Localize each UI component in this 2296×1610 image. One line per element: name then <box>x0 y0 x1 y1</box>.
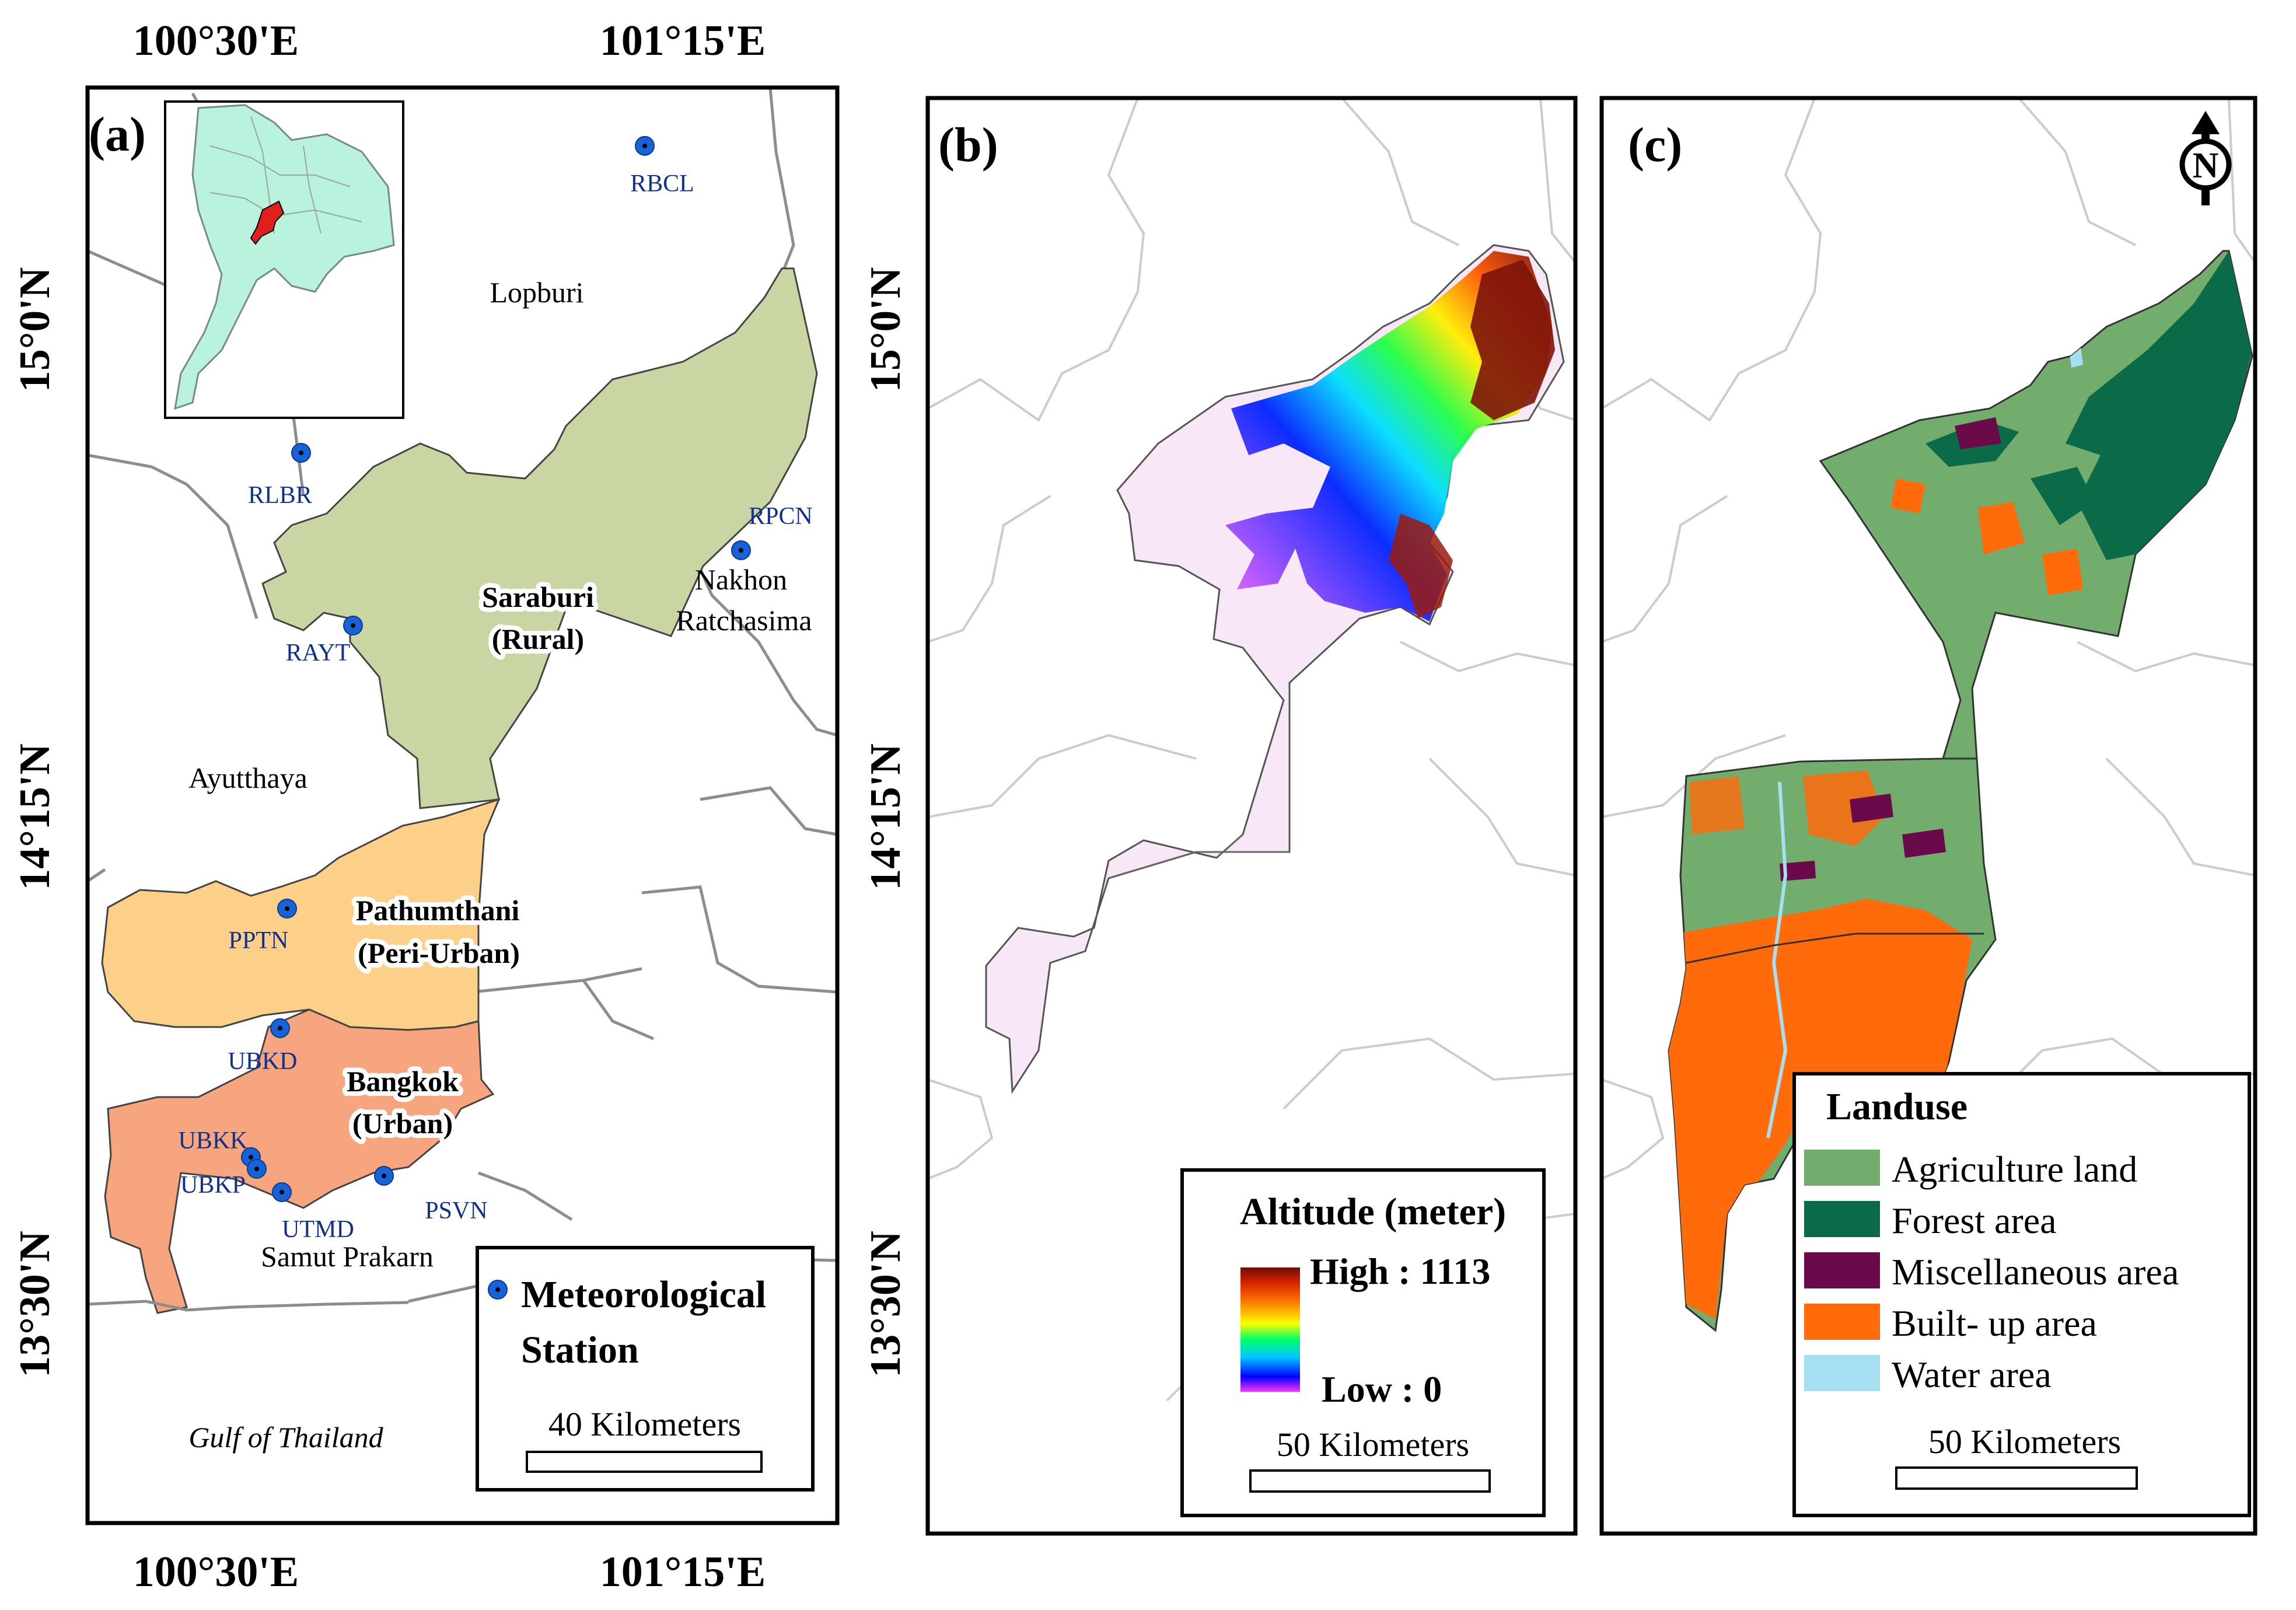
altitude-high-label: High : 1113 <box>1310 1251 1490 1292</box>
station-label-rlbr: RLBR <box>248 482 312 509</box>
panel-a-label: (a) <box>89 107 146 162</box>
landuse-legend-title: Landuse <box>1826 1085 1967 1128</box>
station-label-ubkd: UBKD <box>228 1048 297 1075</box>
station-label-rpcn: RPCN <box>749 503 813 530</box>
station-marker-dot <box>351 623 355 628</box>
legend-station-line2: Station <box>521 1329 639 1371</box>
lat-label-mid-3: 13°30'N <box>862 1231 910 1378</box>
lon-label-bottom-2: 101°15'E <box>600 1548 766 1596</box>
lon-label-top-2: 101°15'E <box>600 17 766 65</box>
landuse-misc-patches <box>1955 417 2001 449</box>
landuse-label-1: Forest area <box>1892 1200 2057 1241</box>
legend-altitude: Altitude (meter) High : 1113 Low : 0 50 … <box>1180 1168 1546 1517</box>
station-marker-dot <box>739 548 743 553</box>
lon-label-bottom-1: 100°30'E <box>133 1548 299 1596</box>
station-marker-dot <box>249 1155 253 1160</box>
legend-landuse: Landuse Agriculture land Forest area Misce… <box>1792 1072 2251 1517</box>
station-label-utmd: UTMD <box>282 1216 354 1243</box>
north-arrow-icon: N <box>2179 111 2232 205</box>
label-bangkok: Bangkok <box>347 1065 459 1098</box>
landuse-builtup-patches <box>1669 899 1972 1319</box>
panel-c-label: (c) <box>1628 118 1682 172</box>
landuse-forest-patches <box>2066 251 2252 560</box>
legend-meteorological-station: Meteorological Station 40 Kilometers <box>476 1246 815 1492</box>
inset-thailand <box>174 104 395 410</box>
scale-c-label: 50 Kilometers <box>1928 1423 2121 1461</box>
north-arrow-letter: N <box>2193 146 2219 186</box>
station-label-pptn: PPTN <box>229 927 289 954</box>
label-nakhon: Nakhon <box>695 563 787 596</box>
station-label-psvn: PSVN <box>425 1197 487 1224</box>
landuse-swatch-3 <box>1804 1304 1880 1340</box>
station-label-ubkp: UBKP <box>180 1172 246 1199</box>
landuse-label-2: Miscellaneous area <box>1892 1251 2179 1293</box>
inset-map <box>164 100 404 419</box>
lat-label-left-3: 13°30'N <box>11 1231 59 1378</box>
altitude-low-label: Low : 0 <box>1322 1368 1442 1410</box>
altitude-legend-title: Altitude (meter) <box>1240 1190 1506 1233</box>
altitude-high-terrain <box>1225 251 1552 621</box>
landuse-legend-items: Agriculture land Forest area Miscellaneous… <box>1804 1148 2179 1395</box>
landuse-swatch-2 <box>1804 1252 1880 1288</box>
label-samut-prakarn: Samut Prakarn <box>261 1240 434 1273</box>
label-saraburi: Saraburi <box>482 581 594 613</box>
lat-label-left-1: 15°0'N <box>11 267 59 393</box>
panel-b-label: (b) <box>938 118 998 172</box>
station-marker-dot <box>642 144 647 148</box>
station-marker-dot <box>382 1174 386 1178</box>
landuse-label-0: Agriculture land <box>1892 1148 2137 1190</box>
panel-a: 100°30'E 101°15'E 100°30'E 101°15'E 15°0… <box>11 17 840 1596</box>
label-ayutthaya: Ayutthaya <box>188 762 307 794</box>
station-label-rayt: RAYT <box>286 640 350 666</box>
altitude-color-ramp <box>1240 1267 1300 1392</box>
pathumthani-area <box>101 798 501 1031</box>
landuse-swatch-4 <box>1804 1355 1880 1391</box>
station-marker-dot <box>254 1167 259 1171</box>
label-ratchasima: Ratchasima <box>676 604 812 637</box>
scale-a-label: 40 Kilometers <box>548 1405 741 1443</box>
lat-label-mid-1: 15°0'N <box>862 267 910 393</box>
scale-bar-c <box>1895 1466 2138 1490</box>
station-label-rbcl: RBCL <box>630 170 694 197</box>
landuse-label-3: Built- up area <box>1892 1302 2097 1344</box>
panel-b: 15°0'N 14°15'N 13°30'N (b) Altitude (met… <box>862 96 1578 1536</box>
station-marker-dot <box>299 450 303 455</box>
landuse-label-4: Water area <box>1892 1354 2052 1395</box>
altitude-lowland-divider <box>1108 833 1289 879</box>
label-pathumthani-type: (Peri-Urban) <box>358 937 520 969</box>
station-marker-dot <box>279 1190 284 1195</box>
landuse-swatch-1 <box>1804 1201 1880 1237</box>
label-pathumthani: Pathumthani <box>356 894 520 927</box>
scale-b-label: 50 Kilometers <box>1277 1426 1469 1464</box>
station-marker-dot <box>278 1026 282 1031</box>
label-bangkok-type: (Urban) <box>352 1107 453 1140</box>
scale-bar-a <box>526 1451 763 1473</box>
station-marker-dot <box>285 906 289 911</box>
lat-label-left-2: 14°15'N <box>11 743 59 890</box>
panel-c: (c) N Landuse Agriculture land Forest are… <box>1599 96 2257 1536</box>
saraburi-area <box>261 267 818 809</box>
station-markers <box>241 136 751 1202</box>
label-lopburi: Lopburi <box>490 276 583 309</box>
legend-station-line1: Meteorological <box>521 1273 766 1316</box>
lon-label-top-1: 100°30'E <box>133 17 299 65</box>
lat-label-mid-2: 14°15'N <box>862 743 910 890</box>
landuse-swatch-0 <box>1804 1150 1880 1186</box>
label-saraburi-type: (Rural) <box>492 623 584 655</box>
bangkok-area <box>104 1008 495 1314</box>
scale-bar-b <box>1249 1469 1491 1493</box>
station-label-ubkk: UBKK <box>178 1127 247 1154</box>
inset-study-area <box>250 200 285 245</box>
label-gulf-of-thailand: Gulf of Thailand <box>188 1421 383 1454</box>
